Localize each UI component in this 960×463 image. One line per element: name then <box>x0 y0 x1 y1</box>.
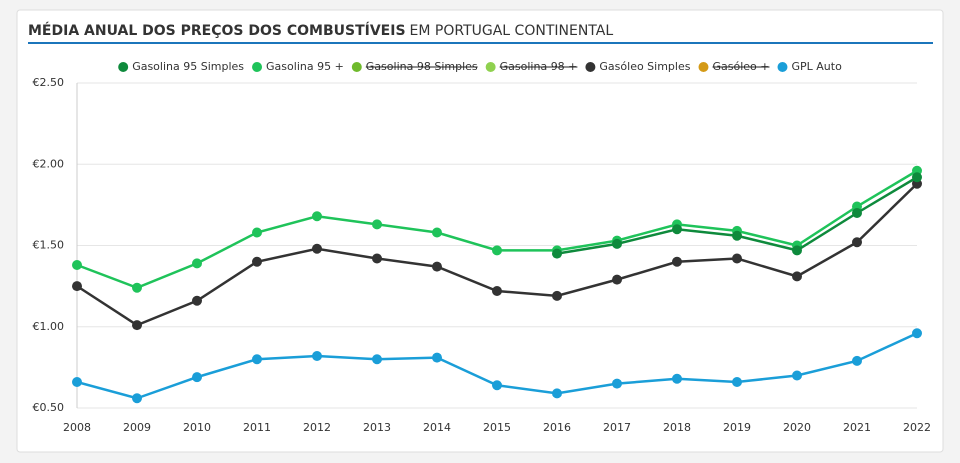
x-tick-label: 2011 <box>243 421 271 434</box>
data-point <box>612 378 622 389</box>
data-point <box>252 227 262 238</box>
x-tick-label: 2015 <box>483 421 511 434</box>
data-point <box>252 354 262 365</box>
data-point <box>432 261 442 272</box>
x-tick-label: 2016 <box>543 421 571 434</box>
legend-label: Gasóleo Simples <box>599 60 690 73</box>
legend: Gasolina 95 Simples Gasolina 95 + Gasolina… <box>118 60 842 73</box>
data-point <box>192 258 202 269</box>
data-point <box>612 274 622 285</box>
data-point <box>312 351 322 361</box>
data-point <box>372 354 382 365</box>
data-point <box>852 208 862 218</box>
data-point <box>912 328 922 339</box>
x-tick-label: 2009 <box>123 421 151 434</box>
x-tick-label: 2013 <box>363 421 391 434</box>
chart-title: MÉDIA ANUAL DOS PREÇOS DOS COMBUSTÍVEIS E… <box>28 22 613 39</box>
legend-label: Gasolina 95 + <box>266 60 344 73</box>
data-point <box>552 290 562 301</box>
data-point <box>912 172 922 183</box>
data-point <box>672 224 682 235</box>
data-point <box>72 260 82 270</box>
data-point <box>732 253 742 264</box>
legend-item[interactable]: GPL Auto <box>777 60 842 73</box>
data-point <box>72 281 82 292</box>
legend-item[interactable]: Gasóleo Simples <box>585 60 691 73</box>
data-point <box>792 370 802 381</box>
data-point <box>792 245 802 256</box>
legend-label: GPL Auto <box>791 60 842 73</box>
data-point <box>732 377 742 387</box>
legend-swatch <box>252 62 263 72</box>
legend-swatch <box>351 62 362 72</box>
x-tick-label: 2021 <box>843 421 871 434</box>
legend-swatch <box>585 62 596 72</box>
x-tick-label: 2014 <box>423 421 451 434</box>
x-tick-label: 2019 <box>723 421 751 434</box>
data-point <box>132 393 142 404</box>
x-tick-label: 2018 <box>663 421 691 434</box>
x-tick-label: 2008 <box>63 421 91 434</box>
data-point <box>852 355 862 366</box>
legend-swatch <box>777 62 788 72</box>
legend-item[interactable]: Gasolina 98 Simples <box>351 60 478 73</box>
x-tick-label: 2010 <box>183 421 211 434</box>
x-tick-label: 2012 <box>303 421 331 434</box>
data-point <box>312 211 322 222</box>
data-point <box>252 256 262 267</box>
data-point <box>372 219 382 230</box>
legend-swatch <box>485 62 496 72</box>
data-point <box>612 238 622 249</box>
legend-item[interactable]: Gasolina 95 Simples <box>118 60 244 73</box>
data-point <box>432 352 442 363</box>
data-point <box>492 245 502 256</box>
legend-swatch <box>698 62 709 72</box>
legend-item[interactable]: Gasolina 95 + <box>252 60 344 73</box>
data-point <box>312 243 322 254</box>
legend-swatch <box>118 62 129 72</box>
data-point <box>132 320 142 331</box>
x-tick-label: 2020 <box>783 421 811 434</box>
data-point <box>432 227 442 238</box>
y-tick-label: €1.50 <box>33 239 65 252</box>
data-point <box>492 380 502 391</box>
data-point <box>852 237 862 248</box>
y-tick-label: €2.00 <box>33 157 65 170</box>
data-point <box>792 271 802 282</box>
x-tick-label: 2022 <box>903 421 931 434</box>
card <box>16 9 944 453</box>
data-point <box>672 256 682 267</box>
data-point <box>672 373 682 384</box>
data-point <box>132 282 142 293</box>
data-point <box>192 295 202 306</box>
y-tick-label: €0.50 <box>33 401 65 414</box>
data-point <box>552 248 562 259</box>
legend-label: Gasolina 95 Simples <box>132 60 244 73</box>
data-point <box>72 377 82 387</box>
legend-item[interactable]: Gasolina 98 + <box>485 60 578 73</box>
title-bold: MÉDIA ANUAL DOS PREÇOS DOS COMBUSTÍVEIS <box>28 22 406 39</box>
data-point <box>192 372 202 383</box>
y-tick-label: €1.00 <box>33 320 65 333</box>
x-tick-label: 2017 <box>603 421 631 434</box>
y-tick-label: €2.50 <box>33 76 65 89</box>
data-point <box>552 388 562 399</box>
data-point <box>732 230 742 241</box>
data-point <box>492 286 502 296</box>
data-point <box>372 253 382 264</box>
legend-item[interactable]: Gasóleo + <box>698 60 770 73</box>
title-suffix: EM PORTUGAL CONTINENTAL <box>410 23 614 39</box>
